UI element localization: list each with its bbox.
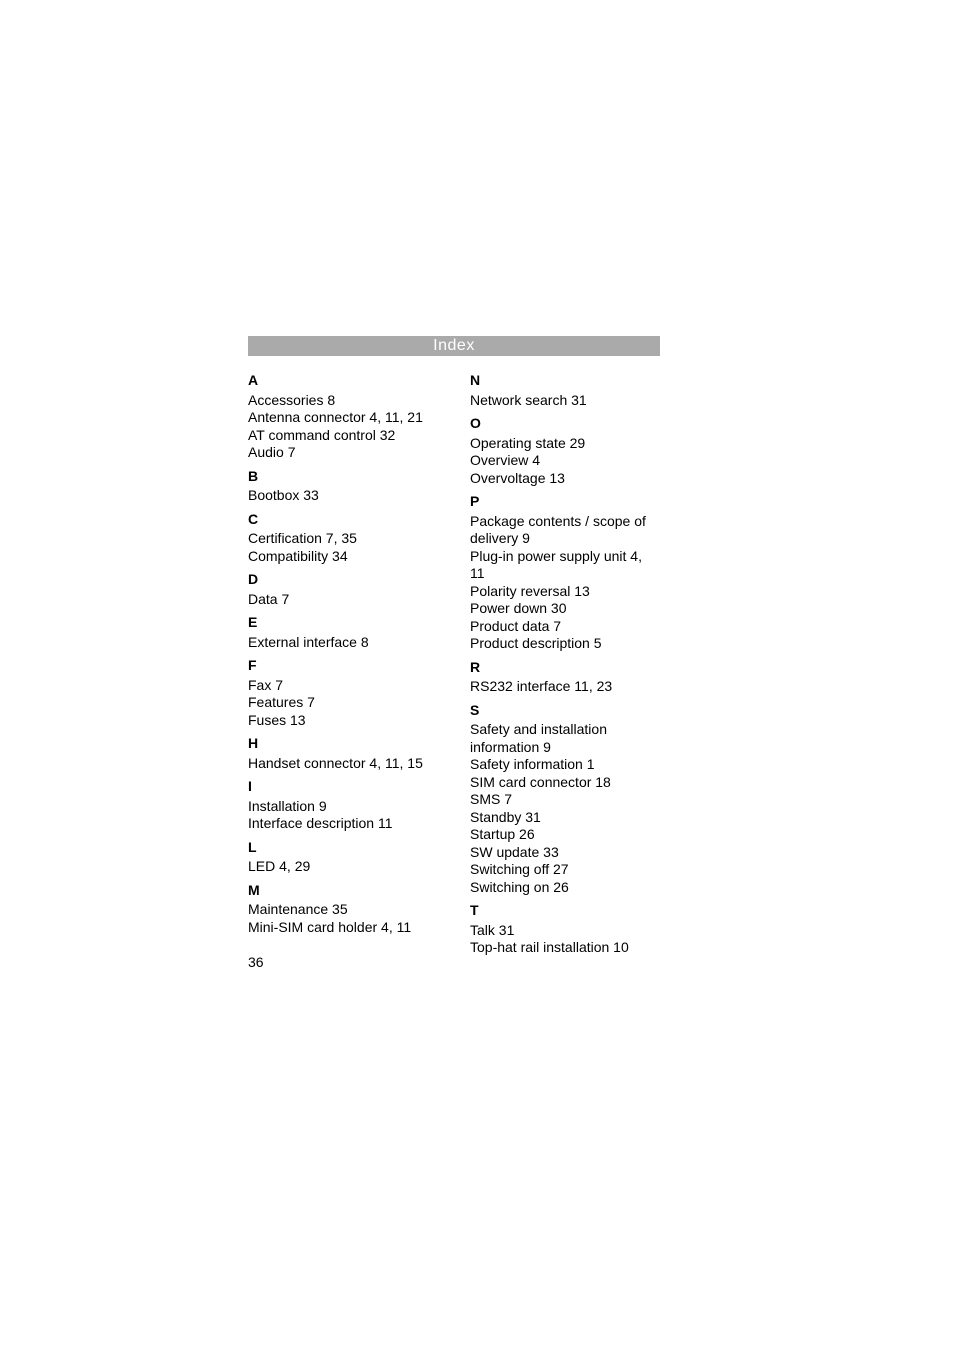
index-letter: F [248, 657, 438, 675]
index-letter: T [470, 902, 660, 920]
right-column: NNetwork search 31OOperating state 29Ove… [470, 372, 660, 957]
index-entry: SMS 7 [470, 791, 660, 809]
index-letter: S [470, 702, 660, 720]
page: Index A Accessories 8Antenna connector 4,… [0, 0, 954, 1348]
index-letter: R [470, 659, 660, 677]
index-entry: Package contents / scope of delivery 9 [470, 513, 660, 548]
index-letter: A [248, 372, 438, 390]
index-content: Index A Accessories 8Antenna connector 4,… [248, 336, 660, 957]
index-entry: Startup 26 [470, 826, 660, 844]
index-entry: Fuses 13 [248, 712, 438, 730]
index-entry: Mini-SIM card holder 4, 11 [248, 919, 438, 937]
index-entry: Power down 30 [470, 600, 660, 618]
index-entry: Compatibility 34 [248, 548, 438, 566]
index-letter: H [248, 735, 438, 753]
index-entry: Operating state 29 [470, 435, 660, 453]
index-entry: Plug-in power supply unit 4, 11 [470, 548, 660, 583]
index-columns: A Accessories 8Antenna connector 4, 11, 2… [248, 372, 660, 957]
index-entry: Product data 7 [470, 618, 660, 636]
index-entry: Installation 9 [248, 798, 438, 816]
index-entry: AT command control 32 [248, 427, 438, 445]
index-entry: Interface description 11 [248, 815, 438, 833]
index-header: Index [248, 336, 660, 356]
index-entry: SW update 33 [470, 844, 660, 862]
index-letter: M [248, 882, 438, 900]
index-entry: LED 4, 29 [248, 858, 438, 876]
index-entry: SIM card connector 18 [470, 774, 660, 792]
index-entry: Fax 7 [248, 677, 438, 695]
index-entry: Handset connector 4, 11, 15 [248, 755, 438, 773]
index-entry: Audio 7 [248, 444, 438, 462]
index-letter: D [248, 571, 438, 589]
index-entry: Standby 31 [470, 809, 660, 827]
index-entry: Safety and installation information 9 [470, 721, 660, 756]
index-entry: Switching on 26 [470, 879, 660, 897]
index-entry: Switching off 27 [470, 861, 660, 879]
index-entry: Top-hat rail installation 10 [470, 939, 660, 957]
index-letter: P [470, 493, 660, 511]
index-entry: Talk 31 [470, 922, 660, 940]
index-entry: Features 7 [248, 694, 438, 712]
index-letter: C [248, 511, 438, 529]
index-letter: N [470, 372, 660, 390]
index-entry: Overvoltage 13 [470, 470, 660, 488]
index-entry: Overview 4 [470, 452, 660, 470]
index-entry: External interface 8 [248, 634, 438, 652]
index-entry: Certification 7, 35 [248, 530, 438, 548]
left-column: A Accessories 8Antenna connector 4, 11, 2… [248, 372, 438, 957]
index-letter: B [248, 468, 438, 486]
index-entry: Bootbox 33 [248, 487, 438, 505]
index-entry: Antenna connector 4, 11, 21 [248, 409, 438, 427]
index-entry: Data 7 [248, 591, 438, 609]
index-entry: Network search 31 [470, 392, 660, 410]
index-entry: Accessories 8 [248, 392, 438, 410]
index-entry: RS232 interface 11, 23 [470, 678, 660, 696]
index-entry: Maintenance 35 [248, 901, 438, 919]
index-letter: I [248, 778, 438, 796]
index-letter: L [248, 839, 438, 857]
index-entry: Safety information 1 [470, 756, 660, 774]
page-number: 36 [248, 954, 264, 970]
index-entry: Product description 5 [470, 635, 660, 653]
index-letter: E [248, 614, 438, 632]
index-entry: Polarity reversal 13 [470, 583, 660, 601]
index-letter: O [470, 415, 660, 433]
